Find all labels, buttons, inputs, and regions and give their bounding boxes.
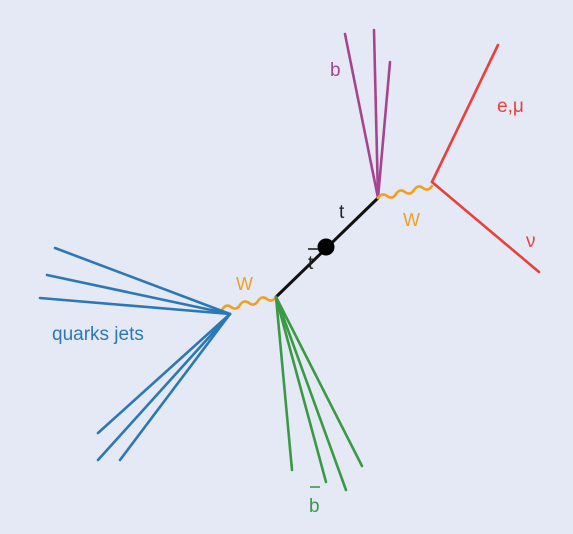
quark-jets-label: quarks jets xyxy=(52,324,144,345)
top-label: t xyxy=(339,202,345,223)
b-jet xyxy=(343,28,392,200)
antib-label: b xyxy=(309,486,320,517)
w-top-label: W xyxy=(403,210,420,230)
w-boson-top-wavy-line xyxy=(376,184,434,200)
production-vertex xyxy=(317,238,335,256)
b-label: b xyxy=(330,60,341,81)
antib-jet xyxy=(274,295,364,492)
lepton-label: e,μ xyxy=(497,96,524,117)
antitop-label: t xyxy=(308,248,318,274)
lepton-lines xyxy=(430,43,541,274)
w-antitop-label: W xyxy=(236,274,253,294)
neutrino-label: ν xyxy=(526,231,536,252)
lepton-line xyxy=(430,43,500,184)
neutrino-line xyxy=(430,180,541,274)
w-boson-antitop-wavy-line xyxy=(220,295,278,312)
antitop-label-text: t xyxy=(308,253,314,274)
quark-jets xyxy=(38,246,232,462)
antib-label-text: b xyxy=(309,496,320,517)
